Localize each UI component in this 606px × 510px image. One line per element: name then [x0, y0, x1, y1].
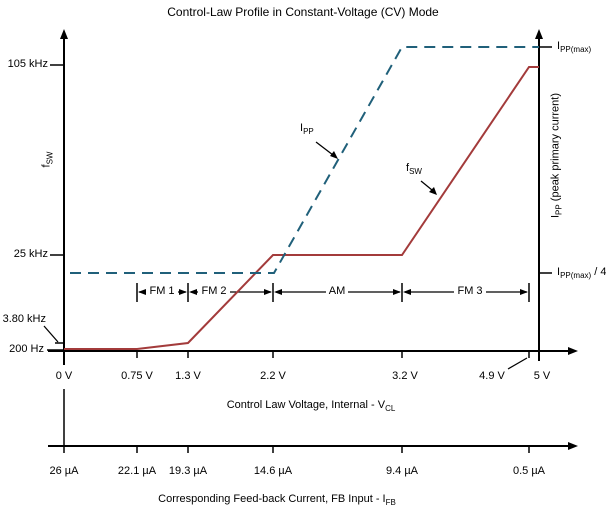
fm1-text: FM 1 [146, 285, 178, 297]
arrowhead-fb-axis [568, 442, 578, 450]
ipp-callout-line [315, 141, 334, 156]
fbtick-label-146ua: 14.6 µA [253, 465, 293, 477]
fbtick-label-26ua: 26 µA [49, 465, 79, 477]
fsw-curve [64, 66, 539, 350]
arrowhead-fm3-left [403, 289, 411, 295]
am-text: AM [325, 285, 349, 297]
ytick-label-105khz: 105 kHz [7, 58, 48, 70]
y-axis-right-title: IPP (peak primary current) [549, 61, 564, 251]
arrowhead-y-right [535, 29, 543, 39]
fb-axis-title-main: Corresponding Feed-back Current, FB Inpu… [158, 493, 386, 505]
fb-axis-title-sub: FB [385, 498, 396, 508]
ipp-axis-label-sub: PP [554, 204, 564, 215]
ippmax4-sub: PP(max) [560, 271, 592, 281]
xtick-label-5v: 5 V [533, 370, 551, 382]
fb-axis-title: Corresponding Feed-back Current, FB Inpu… [107, 493, 447, 508]
arrowhead-fm2-right [264, 289, 272, 295]
xtick-label-49v: 4.9 V [479, 370, 505, 382]
x-axis-title: Control Law Voltage, Internal - VCL [161, 399, 461, 414]
region-label-am: AM [307, 285, 367, 298]
ipp-curve-label-main: I [300, 122, 304, 134]
ippmax4-main: I [557, 266, 561, 278]
fm3-text: FM 3 [454, 285, 486, 297]
fbtick-label-05ua: 0.5 µA [512, 465, 546, 477]
ytick-label-ippmax: IPP(max) [557, 40, 592, 55]
arrowhead-am-left [274, 289, 282, 295]
fsw-curve-label-main: f [406, 162, 410, 174]
fbtick-label-94ua: 9.4 µA [385, 465, 419, 477]
x-axis-title-main: Control Law Voltage, Internal - V [226, 399, 386, 411]
region-label-fm1: FM 1 [132, 285, 192, 298]
ipp-curve [70, 46, 539, 274]
arrowhead-x-axis [568, 347, 578, 355]
ytick-label-25khz: 25 kHz [13, 248, 48, 260]
y-axis-left-title: fSW [40, 130, 55, 190]
xtick-label-13v: 1.3 V [175, 370, 201, 382]
arrowhead-fsw-callout [429, 187, 437, 195]
fbtick-label-193ua: 19.3 µA [168, 465, 208, 477]
fsw-callout-line [420, 180, 433, 191]
arrowhead-fm1-right [179, 289, 187, 295]
ipp-axis-label-tail: (peak primary current) [549, 93, 562, 205]
chart-title: Control-Law Profile in Constant-Voltage … [167, 5, 439, 19]
fsw-axis-label-sub: SW [45, 151, 55, 165]
fm2-text: FM 2 [198, 285, 230, 297]
ytick-label-3k8hz: 3.80 kHz [2, 313, 46, 325]
leader-3k8hz [43, 325, 59, 343]
x-axis-title-sub: CL [385, 404, 396, 414]
xtick-label-22v: 2.2 V [260, 370, 286, 382]
ipp-axis-label-main: I [549, 214, 562, 218]
ytick-label-200hz: 200 Hz [9, 343, 44, 355]
ipp-curve-label: IPP [300, 122, 314, 137]
fsw-curve-label: fSW [406, 162, 422, 177]
ippmax4-tail: / 4 [591, 266, 606, 278]
arrowhead-fm2-left [189, 289, 197, 295]
region-label-fm3: FM 3 [440, 285, 500, 298]
ippmax-sub: PP(max) [560, 45, 592, 55]
ytick-label-ippmax4: IPP(max) / 4 [557, 266, 606, 281]
arrowhead-fm3-right [520, 289, 528, 295]
xtick-label-32v: 3.2 V [392, 370, 418, 382]
arrowhead-fm1-left [138, 289, 146, 295]
region-label-fm2: FM 2 [184, 285, 244, 298]
arrowhead-ipp-callout [330, 151, 338, 159]
fbtick-label-221ua: 22.1 µA [117, 465, 157, 477]
arrowhead-y-left [60, 29, 68, 39]
ippmax-main: I [557, 40, 561, 52]
xtick-label-075v: 0.75 V [121, 370, 153, 382]
leader-49v [507, 357, 528, 370]
fsw-axis-label-main: f [40, 164, 53, 168]
fsw-curve-label-sub: SW [409, 167, 422, 177]
xtick-label-0v: 0 V [55, 370, 73, 382]
arrowhead-am-right [393, 289, 401, 295]
ipp-curve-label-sub: PP [303, 127, 314, 137]
